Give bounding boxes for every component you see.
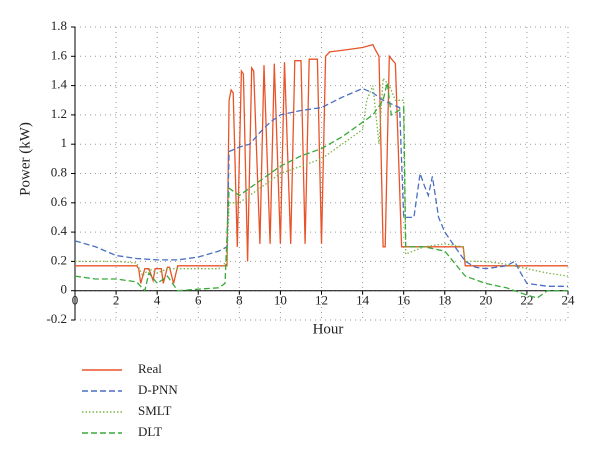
series-line <box>75 76 569 278</box>
legend-label: D-PNN <box>138 382 178 397</box>
y-tick-label: 0.2 <box>51 252 67 267</box>
y-tick-label: 0 <box>61 282 68 297</box>
legend-label: Real <box>138 361 162 376</box>
x-tick-label: 20 <box>479 293 492 308</box>
x-tick-label: 18 <box>438 293 451 308</box>
legend-label: DLT <box>138 424 162 439</box>
x-tick-label: 4 <box>154 293 161 308</box>
y-tick-label: 1.4 <box>51 77 68 92</box>
x-tick-label: 8 <box>236 293 243 308</box>
x-tick-label: 2 <box>113 293 120 308</box>
y-tick-label: 0.4 <box>51 223 68 238</box>
legend-label: SMLT <box>138 403 172 418</box>
series-line <box>74 87 568 287</box>
x-tick-label: 14 <box>356 293 370 308</box>
x-tick-label: 22 <box>520 293 533 308</box>
series-line <box>75 43 568 284</box>
x-tick-label: 24 <box>562 293 576 308</box>
x-tick-label: 6 <box>195 293 202 308</box>
y-tick-label: 1.6 <box>51 47 68 62</box>
series-line <box>74 82 568 299</box>
x-tick-label: 10 <box>274 293 287 308</box>
y-tick-label: 1.8 <box>51 18 67 33</box>
y-tick-label: -0.2 <box>46 311 67 326</box>
y-tick-label: 1.2 <box>51 106 67 121</box>
x-tick-label: 12 <box>315 293 328 308</box>
y-axis-label: Power (kW) <box>17 122 33 196</box>
y-tick-label: 0.8 <box>51 164 67 179</box>
x-axis-label: Hour <box>313 321 344 337</box>
x-tick-label: 16 <box>397 293 411 308</box>
y-tick-label: 1 <box>61 135 68 150</box>
y-tick-label: 0.6 <box>51 194 68 209</box>
